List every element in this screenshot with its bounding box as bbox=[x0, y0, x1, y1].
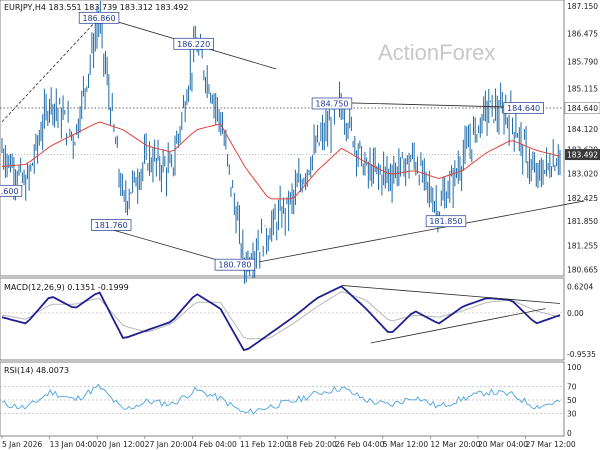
level-label: 180.780 bbox=[218, 261, 251, 270]
x-tick-label: 18 Feb 20:00 bbox=[288, 440, 337, 449]
level-label: 186.220 bbox=[177, 40, 210, 49]
level-label: 181.760 bbox=[95, 221, 128, 230]
rsi-tick-label: 70 bbox=[567, 382, 577, 391]
x-tick-label: 27 Jan 20:00 bbox=[145, 440, 193, 449]
x-tick-label: 12 Mar 20:00 bbox=[430, 440, 480, 449]
macd-upper-trendline bbox=[341, 285, 561, 304]
y-tick-label: 183.020 bbox=[567, 170, 598, 179]
current-price-label: 183.492 bbox=[567, 151, 598, 160]
level-label-box bbox=[311, 97, 353, 110]
dotted-up-trendline bbox=[1, 17, 100, 123]
macd-tick-label: -0.9535 bbox=[567, 350, 596, 359]
level-label-box bbox=[78, 11, 120, 24]
level-label-box bbox=[0, 184, 23, 197]
rsi-tick-label: 30 bbox=[567, 410, 577, 419]
watermark: ActionForex bbox=[378, 40, 495, 65]
rsi-panel bbox=[0, 361, 565, 437]
x-tick-label: 4 Feb 04:00 bbox=[192, 440, 237, 449]
y-tick-label: 181.255 bbox=[567, 241, 598, 250]
y-tick-label: 187.150 bbox=[567, 2, 598, 11]
macd-tick-label: 0.6204 bbox=[567, 282, 593, 291]
level-labels-layer: 186.860 186.220 184.750 184.640 181.760 180.7… bbox=[0, 11, 544, 271]
rsi-title: RSI(14) 48.0073 bbox=[4, 366, 69, 375]
candles-layer bbox=[1, 1, 561, 284]
rsi-layer bbox=[0, 383, 564, 415]
x-tick-label: 11 Feb 12:00 bbox=[240, 440, 289, 449]
macd-layer bbox=[0, 285, 564, 352]
y-tick-label: 181.850 bbox=[567, 217, 598, 226]
y-tick-label: 184.640 bbox=[567, 104, 598, 113]
x-tick-label: 5 Jan 2026 bbox=[2, 440, 42, 449]
macd-title: MACD(12,26,9) 0.1351 -0.1999 bbox=[4, 283, 129, 292]
y-tick-label: 185.790 bbox=[567, 57, 598, 66]
macd-lower-trendline bbox=[370, 308, 546, 344]
rising-support-line bbox=[259, 200, 585, 263]
current-price-badge bbox=[565, 149, 600, 161]
macd-signal-line bbox=[1, 291, 561, 340]
moving-average-layer bbox=[1, 121, 561, 200]
rsi-line bbox=[1, 383, 561, 415]
x-tick-label: 26 Feb 04:00 bbox=[335, 440, 384, 449]
y-tick-label: 180.665 bbox=[567, 265, 598, 274]
main-chart-title: EURJPY,H4 183.551 183.739 183.312 183.49… bbox=[4, 3, 189, 12]
x-tick-label: 20 Jan 12:00 bbox=[97, 440, 145, 449]
moving-average-line bbox=[1, 121, 561, 200]
rsi-tick-label: 100 bbox=[567, 363, 582, 372]
x-tick-label: 27 Mar 12:00 bbox=[526, 440, 576, 449]
level-badge bbox=[564, 102, 600, 114]
y-tick-label: 182.425 bbox=[567, 194, 598, 203]
level-label-box bbox=[503, 102, 544, 114]
level-label: 184.750 bbox=[315, 99, 348, 108]
level-label: 184.640 bbox=[507, 104, 540, 113]
macd-panel bbox=[0, 277, 565, 361]
y-tick-label: 185.115 bbox=[567, 85, 598, 94]
y-tick-label: 184.120 bbox=[567, 125, 598, 134]
level-label-box bbox=[90, 219, 132, 231]
y-tick-label: 186.475 bbox=[567, 29, 598, 38]
x-tick-label: 13 Jan 04:00 bbox=[50, 440, 98, 449]
macd-line bbox=[1, 285, 561, 352]
level-label-box bbox=[425, 215, 467, 228]
rsi-tick-label: 50 bbox=[567, 396, 577, 405]
x-tick-label: 5 Mar 12:00 bbox=[383, 440, 429, 449]
rsi-tick-label: 0 bbox=[567, 429, 572, 438]
level-label: 182.600 bbox=[0, 187, 19, 196]
level-label: 181.850 bbox=[429, 217, 462, 226]
level-label-box bbox=[214, 258, 256, 271]
macd-tick-label: 0.00 bbox=[567, 309, 584, 318]
level-label-box bbox=[173, 37, 214, 50]
x-tick-label: 20 Mar 04:00 bbox=[478, 440, 528, 449]
level-label: 186.860 bbox=[82, 14, 115, 23]
